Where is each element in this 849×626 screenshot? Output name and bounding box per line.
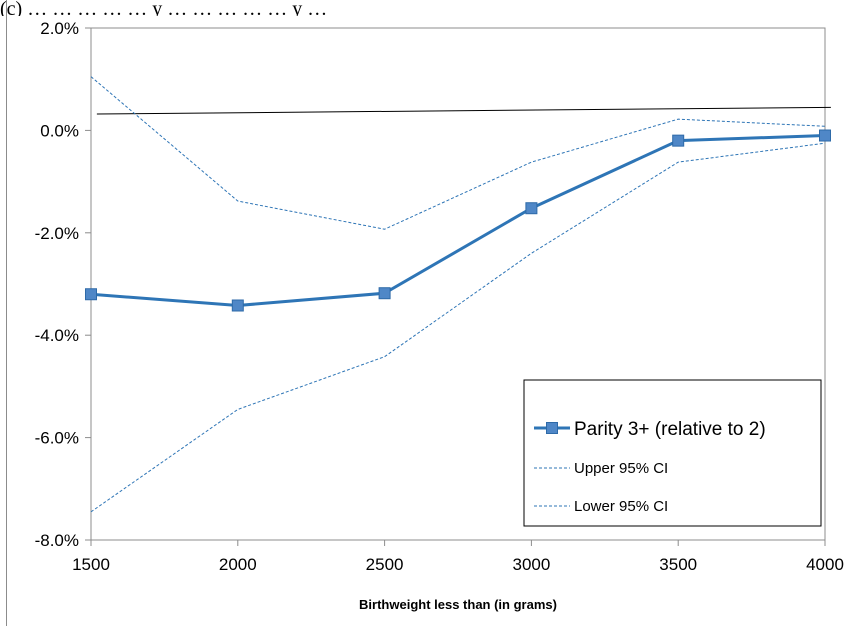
plot-frame bbox=[90, 27, 826, 541]
data-point bbox=[85, 288, 97, 301]
y-tick-label: -8.0% bbox=[35, 531, 79, 550]
data-point bbox=[672, 134, 685, 147]
x-tick-label: 2500 bbox=[366, 555, 404, 574]
x-tick-label: 3500 bbox=[659, 555, 697, 574]
line-chart: 2.0% 0.0% -2.0% -4.0% -6.0% -8.0% 1500 2000 2500… bbox=[35, 19, 844, 612]
data-point bbox=[819, 129, 831, 142]
chart-series bbox=[85, 76, 831, 513]
legend: Parity 3+ (relative to 2) Upper 95% CI Low… bbox=[523, 379, 822, 527]
data-point bbox=[378, 287, 391, 300]
legend-swatch-marker bbox=[546, 422, 558, 434]
legend-label: Lower 95% CI bbox=[574, 498, 668, 515]
data-point bbox=[231, 299, 244, 312]
reference-line bbox=[96, 106, 831, 115]
y-tick-label: -6.0% bbox=[35, 429, 79, 448]
series-line-parity bbox=[90, 134, 826, 308]
series-line-lower-ci bbox=[90, 142, 826, 513]
data-point bbox=[525, 202, 538, 215]
x-tick-label: 4000 bbox=[806, 555, 844, 574]
y-tick-label: 2.0% bbox=[40, 19, 79, 38]
series-line-upper-ci bbox=[90, 76, 826, 230]
x-axis-title: Birthweight less than (in grams) bbox=[359, 597, 557, 612]
figure-caption: (c) … … … … … y … … … … … y … bbox=[0, 0, 328, 16]
x-tick-label: 1500 bbox=[72, 555, 110, 574]
chart-axes: 2.0% 0.0% -2.0% -4.0% -6.0% -8.0% 1500 2000 2500… bbox=[35, 19, 844, 612]
y-tick-label: -4.0% bbox=[35, 326, 79, 345]
x-tick-label: 2000 bbox=[219, 555, 257, 574]
legend-label: Parity 3+ (relative to 2) bbox=[574, 419, 766, 440]
chart-area: 2.0% 0.0% -2.0% -4.0% -6.0% -8.0% 1500 2000 2500… bbox=[6, 0, 849, 626]
y-tick-label: -2.0% bbox=[35, 224, 79, 243]
x-tick-label: 3000 bbox=[512, 555, 550, 574]
y-tick-label: 0.0% bbox=[40, 121, 79, 140]
legend-box bbox=[523, 379, 822, 527]
legend-label: Upper 95% CI bbox=[574, 460, 668, 477]
